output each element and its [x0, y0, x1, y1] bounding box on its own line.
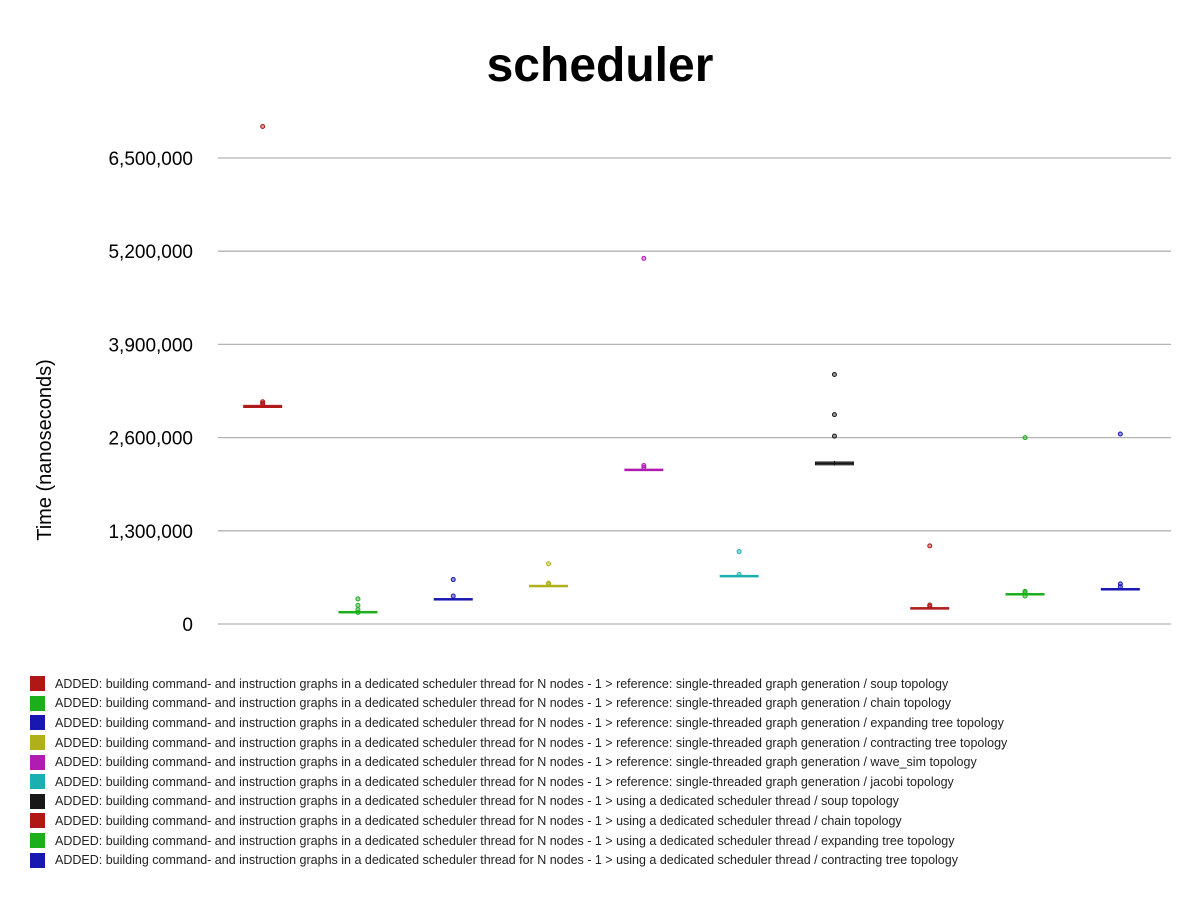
- legend-label: ADDED: building command- and instruction…: [55, 676, 949, 691]
- legend-item: ADDED: building command- and instruction…: [30, 850, 1190, 870]
- box-10: [1100, 431, 1140, 591]
- legend: ADDED: building command- and instruction…: [30, 674, 1190, 870]
- outlier-point: [927, 603, 933, 609]
- outlier-point: [546, 581, 552, 587]
- grid-lines: [218, 157, 1171, 625]
- legend-swatch: [30, 715, 45, 731]
- legend-item: ADDED: building command- and instruction…: [30, 792, 1190, 812]
- legend-swatch: [30, 793, 45, 809]
- y-tick-label: 2,600,000: [108, 429, 193, 450]
- legend-label: ADDED: building command- and instruction…: [55, 735, 1008, 750]
- box-5: [624, 255, 664, 472]
- legend-item: ADDED: building command- and instruction…: [30, 752, 1190, 772]
- legend-label: ADDED: building command- and instruction…: [55, 833, 955, 848]
- boxes: [243, 123, 1140, 616]
- outlier-point: [1117, 431, 1123, 437]
- box-2: [338, 596, 378, 616]
- outlier-point: [355, 610, 361, 616]
- legend-item: ADDED: building command- and instruction…: [30, 674, 1190, 694]
- legend-swatch: [30, 695, 45, 711]
- y-tick-label: 0: [182, 615, 193, 636]
- box-3: [433, 577, 473, 601]
- legend-label: ADDED: building command- and instruction…: [55, 813, 902, 828]
- legend-item: ADDED: building command- and instruction…: [30, 811, 1190, 831]
- outlier-point: [355, 602, 361, 608]
- outlier-point: [260, 402, 266, 408]
- legend-label: ADDED: building command- and instruction…: [55, 696, 952, 711]
- outlier-point: [1117, 584, 1123, 590]
- outlier-point: [831, 433, 837, 439]
- outlier-point: [260, 123, 266, 129]
- legend-label: ADDED: building command- and instruction…: [55, 794, 899, 809]
- legend-label: ADDED: building command- and instruction…: [55, 774, 954, 789]
- legend-label: ADDED: building command- and instruction…: [55, 853, 958, 868]
- box-4: [529, 561, 569, 588]
- box-8: [910, 543, 950, 610]
- y-tick-label: 3,900,000: [108, 335, 193, 356]
- legend-item: ADDED: building command- and instruction…: [30, 713, 1190, 733]
- outlier-point: [450, 577, 456, 583]
- legend-swatch: [30, 813, 45, 829]
- outlier-point: [736, 549, 742, 555]
- outlier-point: [641, 255, 647, 261]
- outlier-point: [831, 372, 837, 378]
- legend-item: ADDED: building command- and instruction…: [30, 831, 1190, 851]
- outlier-point: [1022, 593, 1028, 599]
- legend-swatch: [30, 676, 45, 692]
- legend-swatch: [30, 852, 45, 868]
- legend-swatch: [30, 774, 45, 790]
- outlier-point: [831, 412, 837, 418]
- outlier-point: [641, 464, 647, 470]
- y-axis-label: Time (nanoseconds): [34, 359, 56, 541]
- outlier-point: [450, 593, 456, 599]
- y-tick-label: 1,300,000: [108, 522, 193, 543]
- box-6: [719, 549, 759, 578]
- y-tick-labels: 0 1,300,000 2,600,000 3,900,000 5,200,000 6,5…: [108, 149, 193, 636]
- legend-label: ADDED: building command- and instruction…: [55, 715, 1004, 730]
- outlier-point: [927, 543, 933, 549]
- chart-title: scheduler: [487, 39, 714, 92]
- legend-item: ADDED: building command- and instruction…: [30, 772, 1190, 792]
- box-9: [1005, 435, 1045, 599]
- legend-swatch: [30, 735, 45, 751]
- box-1: [243, 123, 283, 408]
- legend-item: ADDED: building command- and instruction…: [30, 694, 1190, 714]
- legend-swatch: [30, 833, 45, 849]
- boxplot-chart: scheduler Time (nanoseconds) 0 1,300,000 2…: [34, 39, 1171, 636]
- outlier-point: [736, 572, 742, 578]
- y-tick-label: 6,500,000: [108, 149, 193, 170]
- outlier-point: [1022, 435, 1028, 441]
- legend-item: ADDED: building command- and instruction…: [30, 733, 1190, 753]
- legend-label: ADDED: building command- and instruction…: [55, 755, 977, 770]
- box-7: [814, 372, 854, 466]
- outlier-point: [546, 561, 552, 567]
- outlier-point: [355, 596, 361, 602]
- y-tick-label: 5,200,000: [108, 242, 193, 263]
- legend-swatch: [30, 754, 45, 770]
